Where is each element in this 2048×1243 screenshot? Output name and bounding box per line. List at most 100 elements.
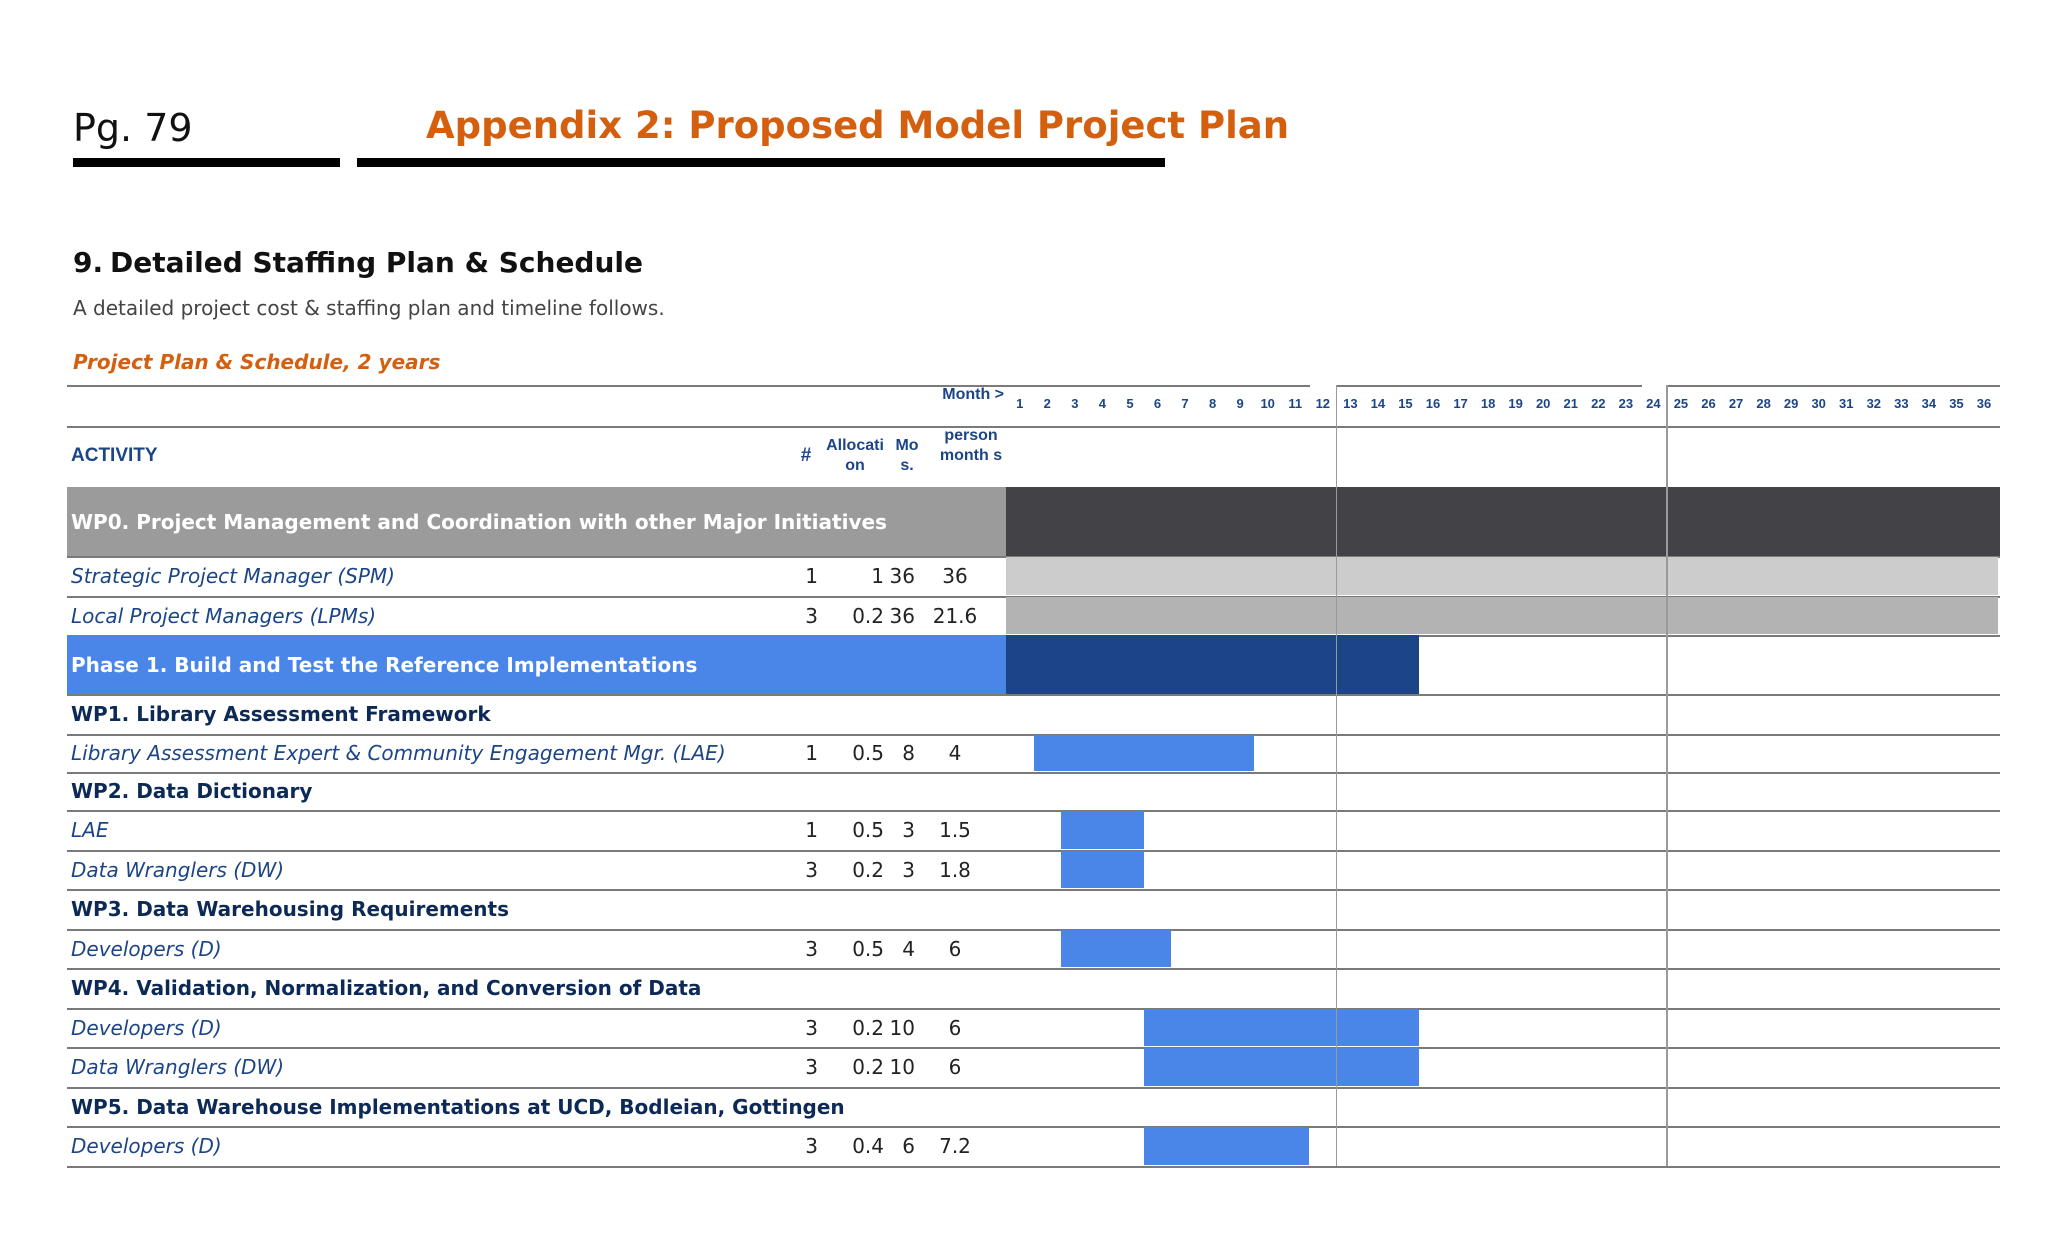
wp0-gantt-bar — [1006, 487, 2000, 556]
row-rule — [67, 1166, 2000, 1168]
table-top-rule — [67, 385, 1310, 387]
month-number: 29 — [1783, 396, 1799, 411]
row-rule — [67, 596, 2000, 598]
month-number: 14 — [1370, 396, 1386, 411]
month-number: 11 — [1288, 396, 1303, 411]
person-months-value: 7.2 — [939, 1134, 971, 1158]
row-rule — [67, 889, 2000, 891]
person-months-column-header: person month s — [939, 427, 1003, 464]
months-value: 36 — [889, 564, 915, 588]
gantt-bar — [1061, 811, 1144, 849]
work-package-title: WP4. Validation, Normalization, and Conv… — [71, 976, 702, 1000]
month-number: 32 — [1866, 396, 1882, 411]
staff-role-label: Data Wranglers (DW) — [71, 1055, 285, 1079]
work-package-title: WP5. Data Warehouse Implementations at U… — [71, 1094, 845, 1119]
person-months-value: 6 — [948, 936, 962, 961]
wp0-label-band — [67, 487, 1006, 556]
month-number: 17 — [1453, 396, 1468, 411]
months-value: 8 — [902, 741, 915, 765]
month-number: 19 — [1508, 396, 1523, 411]
gantt-bar — [1061, 851, 1144, 888]
year-separator — [1335, 385, 1338, 1166]
row-rule — [67, 734, 2000, 736]
gantt-bar — [1033, 735, 1254, 771]
row-rule — [67, 929, 2000, 931]
work-package-title: WP1. Library Assessment Framework — [71, 702, 491, 726]
person-months-value: 6 — [948, 1015, 962, 1040]
wp0-title: WP0. Project Management and Coordination… — [71, 509, 887, 534]
phase-gantt-bar — [1006, 635, 1420, 694]
staff-role-label: Data Wranglers (DW) — [71, 857, 285, 882]
person-months-value: 21.6 — [932, 603, 978, 628]
staff-count: 3 — [805, 1015, 818, 1040]
month-number: 34 — [1921, 396, 1937, 411]
section-number: 9. — [73, 246, 104, 279]
staff-count: 1 — [805, 741, 818, 765]
month-number: 21 — [1563, 396, 1578, 411]
page-number-rule — [73, 158, 340, 167]
month-number: 7 — [1181, 396, 1189, 411]
gantt-bar — [1006, 557, 1998, 595]
months-value: 6 — [902, 1134, 915, 1158]
month-number: 12 — [1315, 396, 1331, 411]
section-title: Detailed Staffing Plan & Schedule — [110, 246, 643, 279]
section-heading: 9. Detailed Staffing Plan & Schedule — [73, 246, 643, 279]
allocation-value: 1 — [871, 564, 884, 588]
months-value: 3 — [902, 818, 915, 842]
month-number: 26 — [1701, 396, 1716, 411]
row-rule — [67, 1008, 2000, 1010]
month-number: 22 — [1591, 396, 1606, 411]
month-number: 8 — [1208, 396, 1217, 411]
gantt-bar — [1061, 930, 1172, 967]
work-package-title: WP2. Data Dictionary — [71, 779, 313, 803]
allocation-value: 0.4 — [852, 1134, 884, 1158]
months-value: 10 — [889, 1015, 915, 1040]
staff-count: 1 — [805, 564, 818, 588]
person-months-value: 36 — [942, 564, 968, 588]
month-number: 15 — [1398, 396, 1413, 411]
month-number: 30 — [1811, 396, 1826, 411]
staff-role-label: Local Project Managers (LPMs) — [71, 603, 377, 628]
months-value: 3 — [902, 857, 915, 882]
months-column-header: Mo s. — [895, 437, 919, 474]
gantt-bar — [1143, 1048, 1420, 1086]
month-number: 28 — [1756, 396, 1771, 411]
gantt-bar — [1143, 1009, 1420, 1046]
activity-column-header: ACTIVITY — [71, 445, 158, 466]
row-rule — [67, 694, 2000, 696]
allocation-value: 0.2 — [852, 603, 884, 628]
month-number: 2 — [1043, 396, 1051, 411]
month-number: 25 — [1673, 396, 1689, 411]
row-rule — [67, 772, 2000, 774]
staff-role-label: Developers (D) — [71, 936, 222, 961]
month-number: 10 — [1260, 396, 1275, 411]
staff-role-label: LAE — [71, 818, 109, 842]
row-rule — [67, 1087, 2000, 1089]
row-rule — [67, 968, 2000, 970]
staff-count: 3 — [805, 857, 818, 882]
phase-label-band — [67, 635, 1006, 694]
staff-role-label: Strategic Project Manager (SPM) — [71, 564, 395, 588]
allocation-value: 0.2 — [852, 1015, 884, 1040]
staff-role-label: Library Assessment Expert & Community En… — [71, 741, 726, 765]
month-number: 3 — [1071, 396, 1079, 411]
person-months-value: 1.5 — [939, 818, 971, 842]
allocation-value: 0.5 — [852, 936, 884, 961]
month-number: 13 — [1343, 396, 1358, 411]
person-months-value: 1.8 — [939, 857, 971, 882]
work-package-title: WP3. Data Warehousing Requirements — [71, 897, 509, 921]
count-column-header: # — [800, 445, 812, 466]
allocation-value: 0.5 — [852, 741, 884, 765]
gantt-bar — [1006, 597, 1998, 634]
allocation-value: 0.5 — [852, 818, 884, 842]
title-rule — [357, 158, 1165, 167]
months-value: 36 — [889, 603, 915, 628]
allocation-column-header: Allocati on — [826, 437, 884, 474]
staff-count: 3 — [805, 603, 818, 628]
staff-role-label: Developers (D) — [71, 1134, 222, 1158]
table-caption: Project Plan & Schedule, 2 years — [73, 350, 441, 374]
staff-count: 3 — [805, 1055, 818, 1079]
month-number: 1 — [1016, 396, 1024, 411]
month-number: 6 — [1153, 396, 1162, 411]
